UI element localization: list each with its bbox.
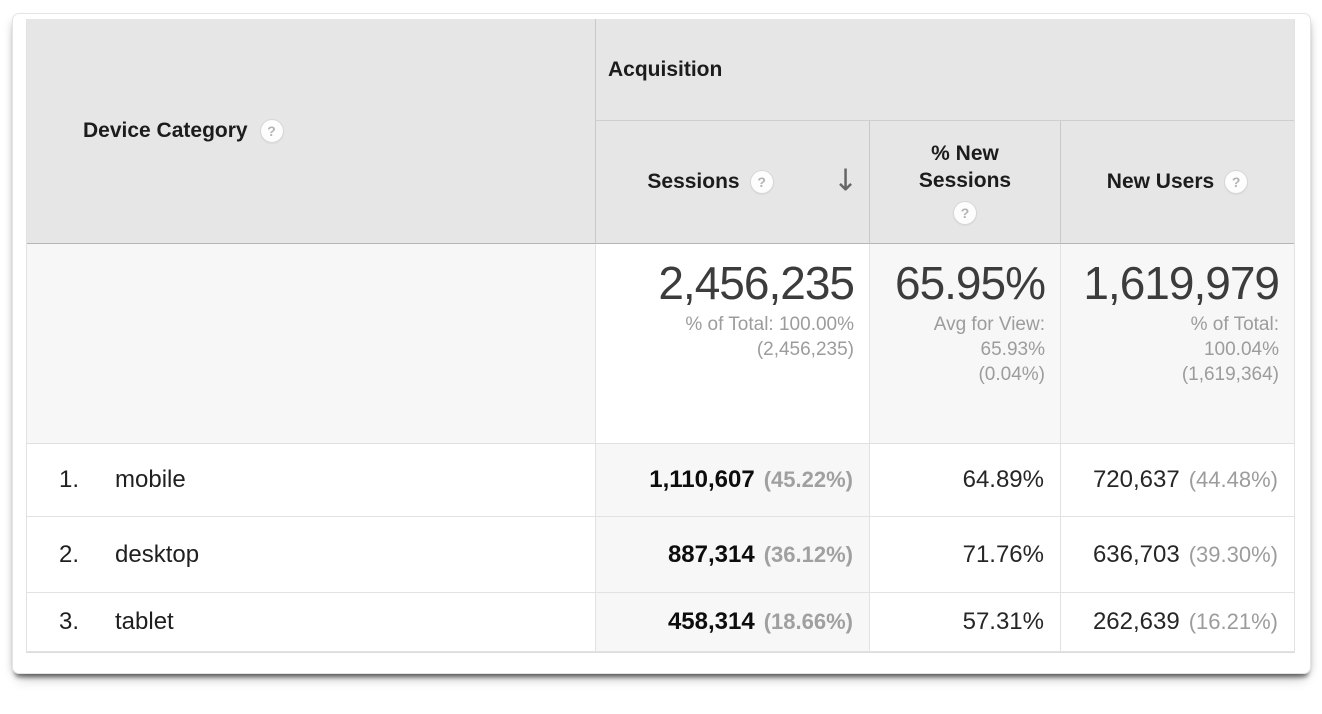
pct-new-sessions-value: 71.76% bbox=[962, 540, 1044, 568]
new-users-percent: (44.48%) bbox=[1188, 467, 1278, 492]
row-index: 1. bbox=[59, 466, 80, 493]
device-category-table: Device Category ? Acquisition Sessions ?… bbox=[26, 19, 1295, 653]
summary-sessions-value: 2,456,235 bbox=[658, 257, 855, 309]
summary-pct-new-sessions-cell: 65.95% Avg for View: 65.93% (0.04%) bbox=[870, 244, 1061, 444]
help-icon[interactable]: ? bbox=[749, 170, 774, 194]
summary-new-users-note: % of Total: 100.04% (1,619,364) bbox=[1181, 313, 1279, 385]
new-users-value: 720,637 bbox=[1092, 466, 1180, 493]
summary-pct-new-sessions-value: 65.95% bbox=[894, 257, 1046, 309]
acquisition-header-label: Acquisition bbox=[608, 57, 723, 81]
new-users-header-label: New Users bbox=[1106, 170, 1215, 193]
new-users-value: 262,639 bbox=[1092, 608, 1180, 635]
device-category-header-label: Device Category bbox=[83, 119, 248, 142]
row-label-cell: 3. tablet bbox=[27, 593, 596, 652]
column-header-new-users[interactable]: New Users ? bbox=[1061, 121, 1294, 244]
pct-new-sessions-header-label: % New Sessions bbox=[918, 141, 1012, 192]
row-label-cell: 2. desktop bbox=[27, 517, 596, 593]
analytics-report-card: Device Category ? Acquisition Sessions ?… bbox=[12, 13, 1311, 674]
new-users-cell: 262,639 (16.21%) bbox=[1061, 593, 1294, 652]
row-label: mobile bbox=[115, 466, 186, 493]
sessions-percent: (45.22%) bbox=[763, 467, 853, 492]
column-header-pct-new-sessions[interactable]: % New Sessions ? bbox=[870, 121, 1061, 244]
help-icon[interactable]: ? bbox=[1224, 170, 1249, 194]
sessions-value: 887,314 bbox=[667, 540, 755, 568]
summary-pct-new-sessions-note: Avg for View: 65.93% (0.04%) bbox=[933, 313, 1045, 385]
sessions-header-label: Sessions bbox=[647, 170, 740, 193]
pct-new-sessions-cell: 57.31% bbox=[870, 593, 1061, 652]
pct-new-sessions-value: 64.89% bbox=[962, 466, 1044, 493]
row-index: 3. bbox=[59, 608, 80, 635]
sessions-value: 458,314 bbox=[667, 608, 755, 635]
new-users-percent: (39.30%) bbox=[1188, 541, 1278, 567]
sort-descending-icon[interactable]: ↓ bbox=[832, 163, 858, 199]
sessions-value: 1,110,607 bbox=[649, 466, 755, 493]
sessions-cell: 458,314 (18.66%) bbox=[596, 593, 870, 652]
new-users-cell: 720,637 (44.48%) bbox=[1061, 444, 1294, 517]
new-users-value: 636,703 bbox=[1092, 540, 1180, 568]
pct-new-sessions-cell: 71.76% bbox=[870, 517, 1061, 593]
sessions-percent: (36.12%) bbox=[763, 541, 853, 567]
help-icon[interactable]: ? bbox=[953, 200, 977, 225]
row-label: tablet bbox=[115, 608, 174, 635]
column-header-sessions[interactable]: Sessions ? ↓ bbox=[596, 121, 870, 244]
pct-new-sessions-cell: 64.89% bbox=[870, 444, 1061, 517]
sessions-cell: 887,314 (36.12%) bbox=[596, 517, 870, 593]
summary-dimension-cell bbox=[27, 244, 596, 444]
help-icon[interactable]: ? bbox=[259, 119, 284, 143]
column-header-device-category[interactable]: Device Category ? bbox=[27, 19, 596, 244]
group-header-acquisition: Acquisition bbox=[596, 19, 1294, 121]
summary-new-users-value: 1,619,979 bbox=[1083, 257, 1280, 309]
new-users-cell: 636,703 (39.30%) bbox=[1061, 517, 1294, 593]
new-users-percent: (16.21%) bbox=[1188, 609, 1278, 634]
pct-new-sessions-value: 57.31% bbox=[962, 608, 1044, 635]
sessions-cell: 1,110,607 (45.22%) bbox=[596, 444, 870, 517]
summary-sessions-cell: 2,456,235 % of Total: 100.00% (2,456,235… bbox=[596, 244, 870, 444]
row-index: 2. bbox=[59, 540, 80, 568]
summary-new-users-cell: 1,619,979 % of Total: 100.04% (1,619,364… bbox=[1061, 244, 1294, 444]
summary-sessions-note: % of Total: 100.00% (2,456,235) bbox=[685, 313, 854, 360]
sessions-percent: (18.66%) bbox=[763, 609, 853, 634]
row-label-cell: 1. mobile bbox=[27, 444, 596, 517]
row-label: desktop bbox=[115, 540, 200, 568]
